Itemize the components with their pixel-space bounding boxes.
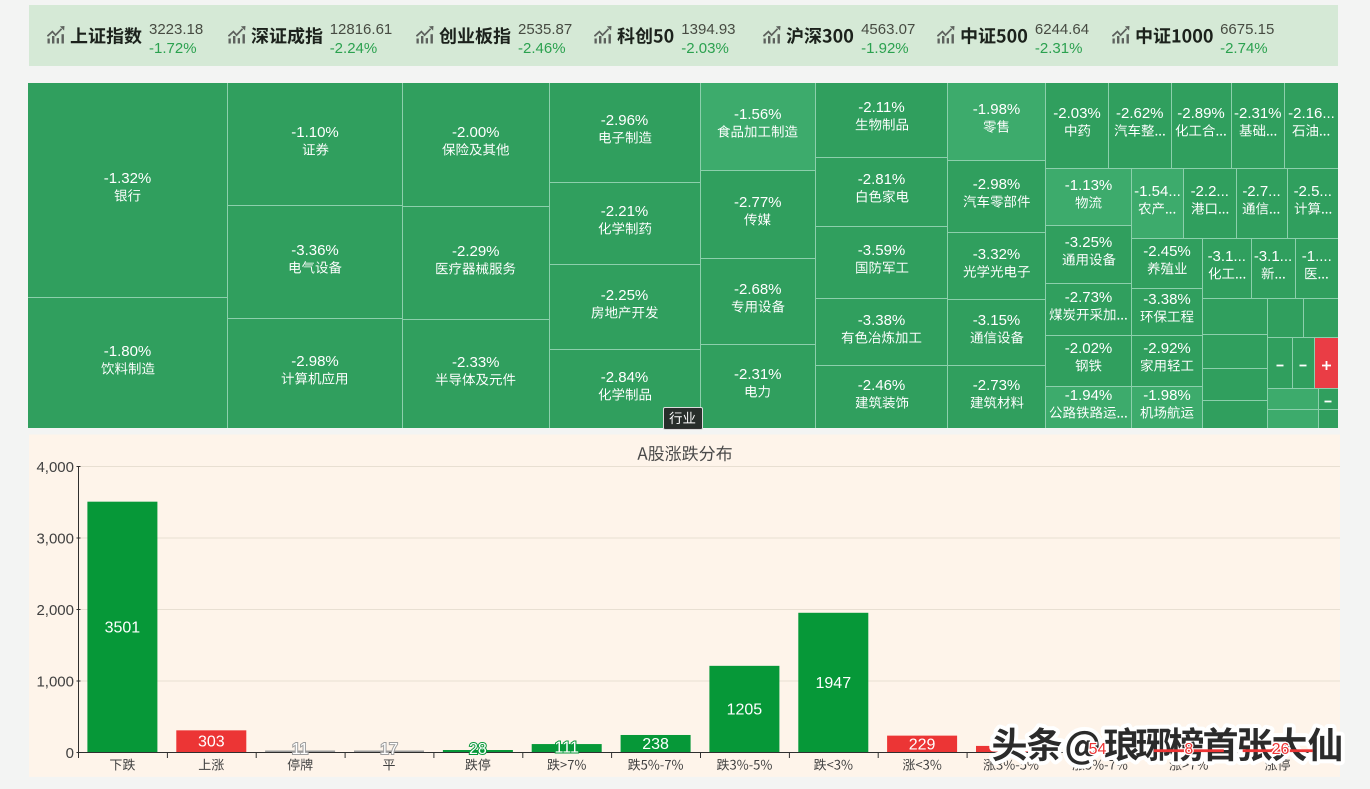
svg-text:11: 11 (292, 741, 309, 758)
svg-text:1947: 1947 (816, 675, 852, 692)
svg-text:3501: 3501 (105, 619, 141, 636)
svg-text:238: 238 (642, 736, 669, 753)
svg-text:4,000: 4,000 (36, 459, 74, 476)
svg-text:3,000: 3,000 (36, 531, 74, 548)
svg-text:8: 8 (1184, 741, 1193, 758)
svg-text:54: 54 (1089, 741, 1107, 758)
svg-text:26: 26 (1272, 741, 1290, 758)
svg-text:17: 17 (380, 741, 398, 758)
svg-text:0: 0 (66, 745, 74, 762)
svg-text:28: 28 (469, 741, 487, 758)
svg-text:1,000: 1,000 (36, 674, 74, 691)
svg-text:229: 229 (909, 736, 936, 753)
svg-text:2,000: 2,000 (36, 602, 74, 619)
svg-text:111: 111 (555, 740, 579, 757)
svg-text:1205: 1205 (727, 701, 763, 718)
svg-text:303: 303 (198, 734, 225, 751)
